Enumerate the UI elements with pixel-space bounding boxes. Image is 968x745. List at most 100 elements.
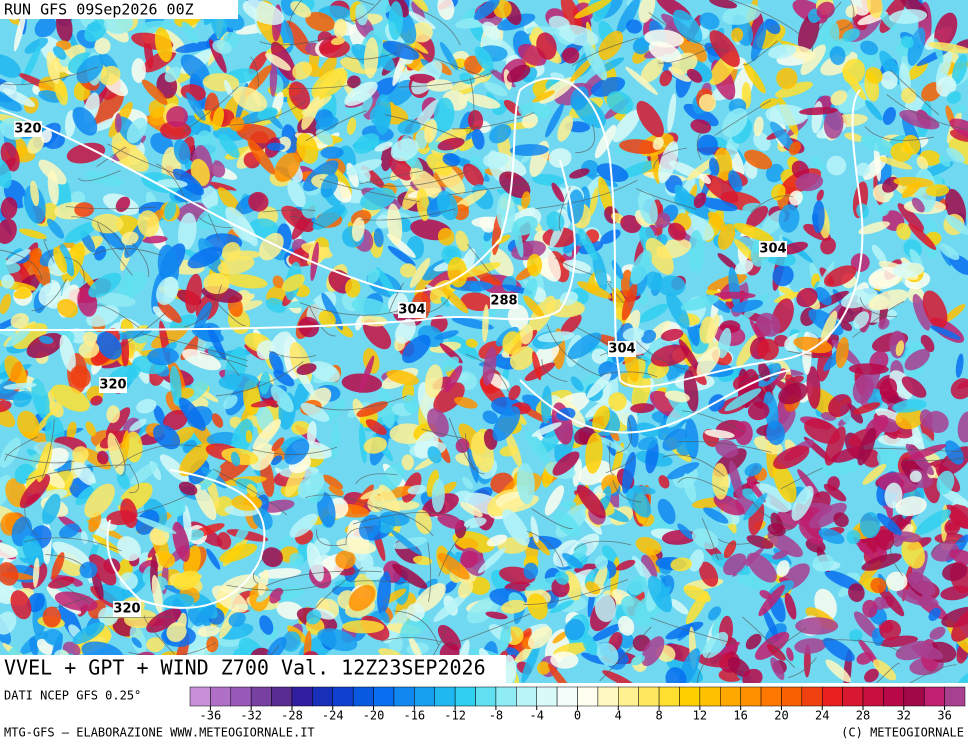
vvel-cell (876, 513, 902, 536)
vvel-cell (892, 262, 925, 278)
vvel-cell (10, 313, 29, 329)
streamline (251, 446, 338, 455)
streamline (114, 444, 201, 469)
streamline (701, 518, 719, 561)
vvel-cell (169, 365, 182, 406)
vvel-cell (209, 160, 226, 178)
vvel-cell (230, 451, 241, 467)
vvel-cell (873, 142, 882, 182)
vvel-cell (91, 568, 104, 600)
vvel-cell (718, 641, 740, 656)
streamline (886, 94, 968, 131)
vvel-cell (922, 290, 948, 329)
streamline (0, 66, 98, 86)
vvel-cell (621, 282, 638, 321)
vvel-cell (433, 593, 468, 623)
contour-label-bg (113, 601, 141, 617)
vvel-cell (676, 33, 707, 63)
vvel-cell (647, 575, 673, 613)
vvel-cell (778, 382, 808, 405)
vvel-cell (840, 321, 853, 332)
vvel-cell (659, 70, 673, 87)
vvel-cell (561, 500, 577, 509)
vvel-cell (483, 81, 508, 97)
streamline (452, 112, 535, 130)
run-label-bg (0, 0, 238, 19)
contour-label-bg (759, 241, 787, 257)
colorbar-swatch (821, 686, 843, 707)
vvel-cell (457, 579, 474, 599)
vvel-cell (274, 152, 301, 183)
streamline (116, 312, 166, 352)
vvel-cell (667, 93, 677, 133)
vvel-cell (13, 289, 32, 299)
vvel-cell (410, 22, 433, 43)
vvel-cell (879, 378, 898, 400)
vvel-cell (312, 204, 346, 230)
vvel-cell (320, 173, 339, 198)
streamline (43, 239, 55, 263)
vvel-cell (503, 99, 523, 116)
vvel-cell (767, 531, 803, 558)
vvel-cell (454, 396, 478, 409)
vvel-cell (896, 223, 911, 240)
streamline (316, 529, 347, 546)
vvel-cell (172, 521, 190, 562)
vvel-cell (551, 182, 565, 203)
vvel-cell (746, 205, 769, 228)
vvel-cell (46, 218, 65, 239)
vvel-cell (622, 451, 636, 494)
vvel-cell (942, 304, 966, 323)
vvel-cell (530, 516, 539, 544)
source: DATI NCEP GFS 0.25° (4, 689, 141, 703)
vvel-cell (683, 473, 697, 503)
vvel-cell (938, 155, 951, 168)
streamline (852, 301, 905, 338)
vvel-cell (72, 106, 98, 136)
vvel-cell (502, 509, 530, 546)
vvel-cell (791, 485, 814, 521)
streamline (314, 566, 364, 610)
vvel-cell (895, 640, 934, 661)
vvel-cell (506, 64, 531, 83)
vvel-cell (194, 301, 212, 333)
vvel-cell (52, 46, 67, 60)
vvel-cell (228, 612, 246, 627)
colorbar-swatch (638, 686, 660, 707)
vvel-cell (723, 553, 747, 576)
vvel-cell (32, 557, 40, 588)
vvel-cell (951, 607, 968, 642)
vvel-cell (6, 328, 31, 348)
vvel-cell (266, 142, 285, 151)
vvel-cell (355, 3, 368, 26)
vvel-cell (30, 180, 40, 207)
vvel-cell (272, 275, 284, 289)
vvel-cell (359, 355, 375, 394)
vvel-cell (904, 349, 930, 371)
vvel-cell (85, 421, 96, 437)
vvel-cell (637, 436, 658, 450)
footer-left: MTG-GFS – ELABORAZIONE WWW.METEOGIORNALE… (4, 726, 315, 740)
vvel-cell (284, 438, 310, 465)
vvel-cell (665, 667, 687, 683)
vvel-cell (601, 545, 619, 565)
colorbar-swatch (720, 686, 741, 707)
vvel-cell (360, 488, 384, 500)
vvel-cell (709, 157, 720, 176)
colorbar-tick-label: 16 (733, 709, 747, 723)
vvel-cell (746, 535, 774, 549)
vvel-cell (460, 502, 483, 517)
vvel-cell (479, 216, 494, 233)
map-title: VVEL + GPT + WIND Z700 Val. 12Z23SEP2026 (4, 656, 486, 680)
vvel-cell (638, 190, 658, 225)
vvel-cell (344, 81, 378, 106)
vvel-cell (691, 528, 719, 550)
streamline (612, 479, 642, 503)
vvel-cell (753, 116, 764, 137)
streamline (546, 324, 602, 377)
streamline (309, 305, 336, 337)
vvel-cell (796, 287, 818, 308)
vvel-cell (550, 651, 579, 669)
vvel-cell (52, 541, 90, 566)
vvel-cell (722, 3, 761, 25)
